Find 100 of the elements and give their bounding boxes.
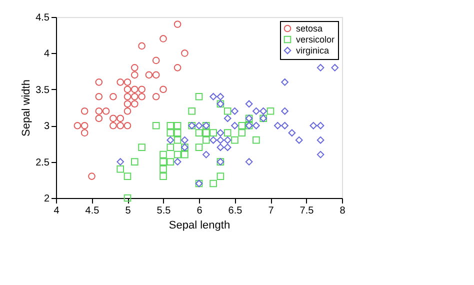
point	[116, 165, 124, 173]
point	[202, 129, 210, 137]
point	[181, 50, 188, 57]
point	[166, 122, 174, 130]
point	[124, 107, 132, 115]
point	[138, 42, 146, 50]
point	[174, 150, 182, 158]
point	[295, 136, 303, 144]
point	[138, 144, 146, 151]
point	[95, 78, 103, 86]
point	[210, 129, 217, 137]
point	[160, 150, 167, 158]
point	[281, 107, 288, 115]
point	[216, 129, 224, 136]
point	[174, 64, 182, 72]
point	[80, 122, 88, 130]
point	[195, 92, 203, 100]
point	[316, 122, 324, 130]
point	[181, 150, 188, 158]
point	[95, 114, 103, 122]
point	[238, 129, 246, 137]
point	[152, 122, 160, 130]
point	[124, 86, 132, 94]
point	[145, 71, 153, 79]
x-tick-label: 5.5	[156, 206, 172, 216]
point	[74, 122, 82, 130]
point	[138, 92, 146, 100]
point	[95, 107, 103, 115]
point	[216, 144, 224, 151]
point	[216, 172, 224, 180]
point	[224, 107, 232, 115]
y-tick-label: 3.5	[36, 84, 50, 96]
point	[110, 122, 117, 130]
point	[124, 100, 132, 108]
point	[160, 158, 167, 166]
point	[130, 86, 138, 94]
point	[281, 122, 288, 130]
point	[174, 129, 182, 137]
point	[224, 144, 232, 151]
y-tick-label: 2.5	[36, 157, 50, 168]
point	[130, 100, 138, 108]
point	[252, 136, 260, 144]
x-tick-label: 4.5	[85, 206, 100, 216]
legend-label: virginica	[296, 46, 330, 56]
point	[274, 122, 282, 130]
point	[260, 107, 268, 115]
point	[266, 107, 274, 115]
y-axis-title: Sepal width	[20, 80, 33, 136]
point	[231, 122, 238, 130]
point	[130, 158, 138, 166]
point	[116, 158, 124, 166]
y-tick-label: 4.5	[36, 12, 50, 24]
point	[202, 150, 210, 158]
point	[80, 129, 88, 136]
x-tick-label: 4	[54, 206, 60, 216]
point	[174, 158, 182, 166]
point	[166, 129, 174, 137]
y-tick-label: 4	[44, 48, 50, 60]
point	[252, 107, 260, 115]
legend-label: versicolor	[296, 34, 335, 44]
point	[188, 107, 196, 115]
point	[95, 92, 103, 100]
point	[245, 158, 253, 166]
point	[202, 136, 210, 144]
point	[195, 122, 203, 130]
point	[216, 92, 224, 100]
point	[110, 114, 117, 122]
point	[116, 78, 124, 86]
y-tick-label: 2	[44, 194, 50, 204]
point	[195, 129, 203, 137]
x-tick-label: 6.5	[228, 206, 243, 216]
x-tick-label: 5	[125, 206, 132, 216]
point	[166, 144, 174, 151]
point	[331, 64, 339, 72]
point	[174, 136, 182, 144]
point	[160, 165, 167, 173]
point	[124, 194, 132, 202]
point	[210, 136, 217, 144]
point	[152, 92, 160, 100]
point	[288, 129, 296, 136]
y-tick-label: 3	[44, 121, 50, 132]
point	[174, 20, 182, 28]
point	[310, 122, 318, 130]
point	[224, 114, 232, 122]
point	[252, 122, 260, 130]
point	[124, 92, 132, 100]
point	[231, 107, 238, 115]
point	[130, 71, 138, 79]
point	[130, 64, 138, 72]
point	[316, 136, 324, 144]
point	[160, 172, 167, 180]
point	[116, 122, 124, 130]
point	[210, 92, 217, 100]
legend-label: setosa	[296, 24, 323, 34]
point	[116, 114, 124, 122]
point	[316, 64, 324, 72]
point	[152, 71, 160, 79]
point	[88, 172, 96, 180]
point	[216, 136, 224, 144]
point	[80, 107, 88, 115]
